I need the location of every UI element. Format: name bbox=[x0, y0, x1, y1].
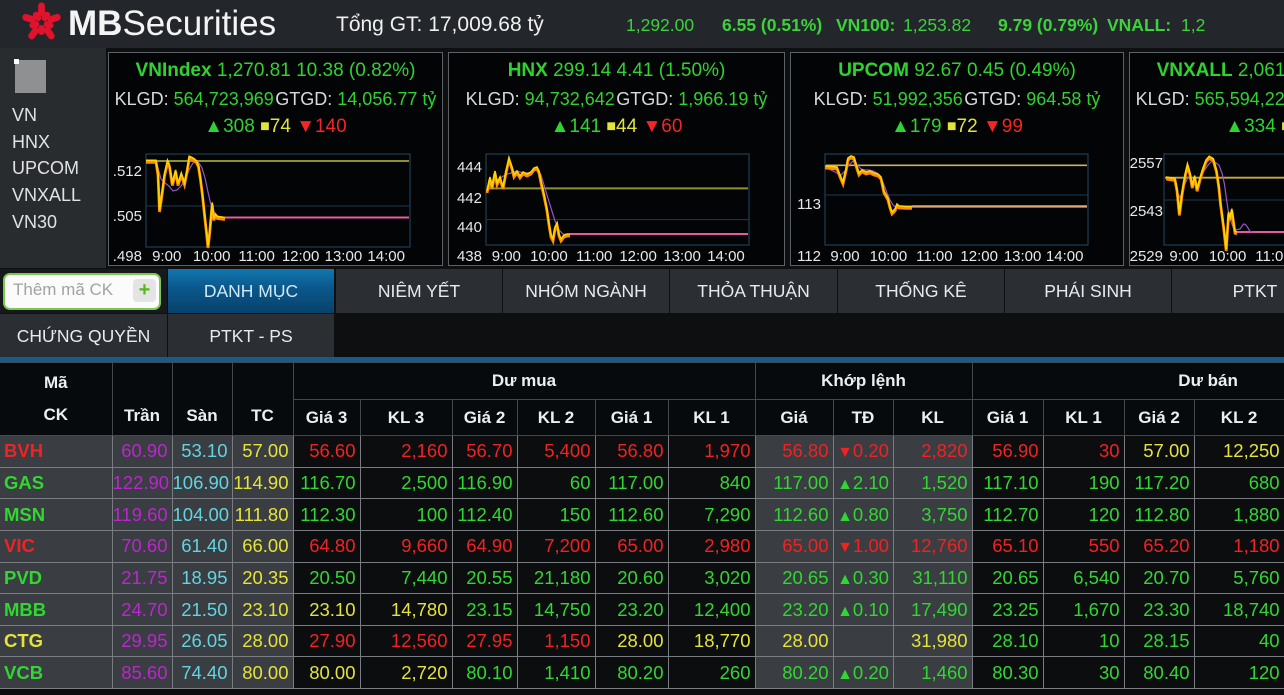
svg-text:440: 440 bbox=[457, 219, 482, 236]
svg-text:11:00: 11:00 bbox=[916, 248, 952, 265]
svg-text:2557: 2557 bbox=[1130, 155, 1163, 172]
svg-text:12:00: 12:00 bbox=[619, 248, 657, 265]
svg-text:10:00: 10:00 bbox=[193, 248, 231, 265]
svg-text:13:00: 13:00 bbox=[1004, 248, 1042, 265]
svg-text:112: 112 bbox=[797, 248, 821, 265]
svg-text:10:00: 10:00 bbox=[870, 248, 908, 265]
svg-text:.498: .498 bbox=[113, 248, 142, 265]
svg-text:13:00: 13:00 bbox=[663, 248, 701, 265]
svg-text:9:00: 9:00 bbox=[830, 248, 859, 265]
svg-text:11:00: 11:00 bbox=[238, 248, 274, 265]
svg-text:9:00: 9:00 bbox=[492, 248, 521, 265]
svg-text:10:00: 10:00 bbox=[1209, 248, 1247, 265]
svg-text:444: 444 bbox=[457, 159, 482, 176]
svg-text:2529: 2529 bbox=[1130, 248, 1163, 265]
svg-text:14:00: 14:00 bbox=[367, 248, 405, 265]
svg-text:12:00: 12:00 bbox=[960, 248, 998, 265]
svg-text:14:00: 14:00 bbox=[1046, 248, 1084, 265]
svg-text:12:00: 12:00 bbox=[282, 248, 320, 265]
svg-text:9:00: 9:00 bbox=[152, 248, 181, 265]
svg-text:13:00: 13:00 bbox=[325, 248, 363, 265]
svg-text:10:00: 10:00 bbox=[530, 248, 568, 265]
svg-text:2543: 2543 bbox=[1130, 203, 1163, 220]
svg-text:9:00: 9:00 bbox=[1169, 248, 1198, 265]
svg-text:.505: .505 bbox=[113, 208, 142, 225]
svg-text:438: 438 bbox=[457, 248, 482, 265]
svg-text:113: 113 bbox=[797, 196, 821, 213]
svg-text:11:00: 11:00 bbox=[1255, 248, 1284, 265]
svg-text:11:00: 11:00 bbox=[576, 248, 612, 265]
svg-text:442: 442 bbox=[457, 190, 482, 207]
svg-text:14:00: 14:00 bbox=[707, 248, 745, 265]
svg-text:.512: .512 bbox=[113, 163, 142, 180]
